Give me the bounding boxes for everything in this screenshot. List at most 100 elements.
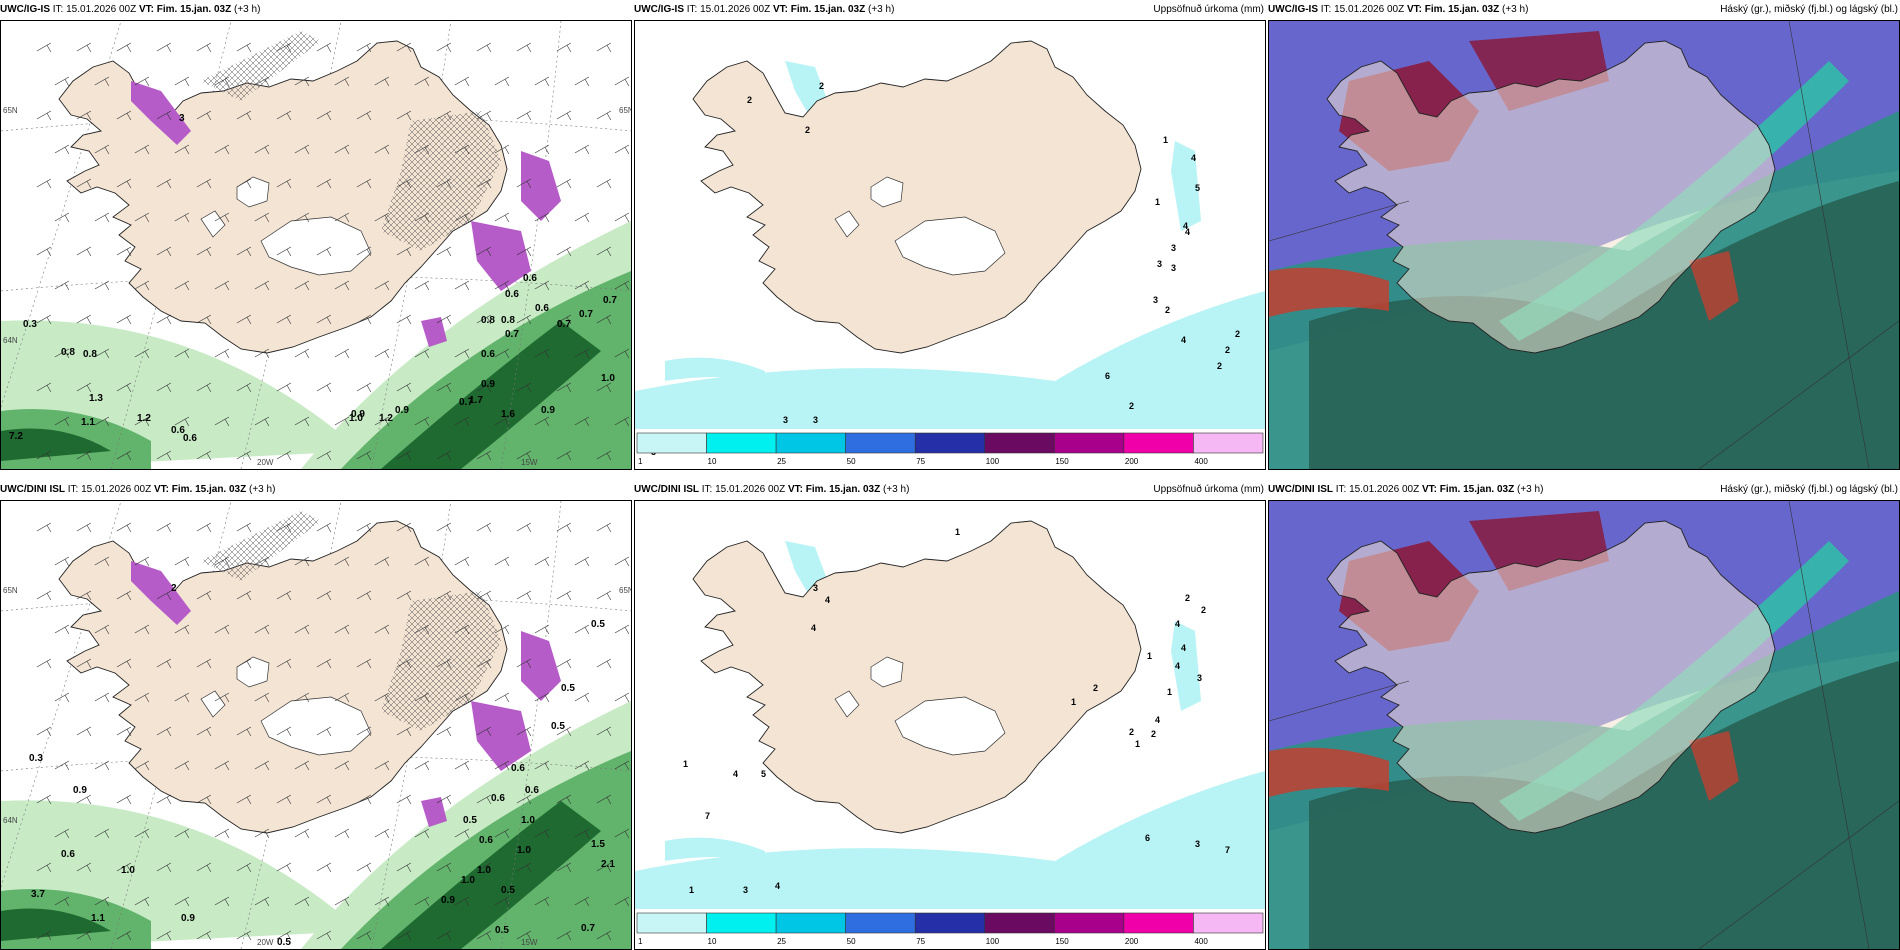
wind-barb	[36, 930, 52, 941]
wind-barb	[494, 760, 510, 771]
precip-value-label: 1	[955, 527, 960, 537]
precip-value-label: 1.1	[91, 913, 105, 924]
hatched-area	[381, 111, 501, 251]
wind-barb	[254, 556, 270, 567]
wind-barb	[454, 624, 470, 635]
wind-barb	[516, 590, 532, 601]
cloud-low-patch	[1689, 251, 1739, 321]
wind-barb	[356, 42, 372, 53]
map-cloud[interactable]	[1268, 20, 1900, 470]
precip-value-label: 2	[805, 125, 810, 135]
wind-barb	[294, 280, 310, 291]
wind-barb	[414, 348, 430, 359]
wind-barb	[94, 896, 110, 907]
lon-label: 15W	[521, 938, 538, 947]
glacier	[894, 216, 1006, 276]
wind-barb	[476, 42, 492, 53]
precip-value-label: 5	[761, 769, 766, 779]
wind-barb	[276, 590, 292, 601]
wind-barb	[236, 110, 252, 121]
precip-value-label: 3	[1171, 263, 1176, 273]
precip-value-label: 5	[1195, 183, 1200, 193]
wind-barb	[156, 246, 172, 257]
wind-barb	[334, 416, 350, 427]
colorbar-swatch	[845, 432, 916, 454]
lat-label: 65N	[3, 106, 18, 115]
wind-barb	[236, 930, 252, 941]
wind-barb	[134, 692, 150, 703]
wind-barb	[254, 144, 270, 155]
wind-barb	[174, 280, 190, 291]
wind-barb	[36, 382, 52, 393]
wind-barb	[556, 590, 572, 601]
wind-barb	[76, 522, 92, 533]
wind-barb	[316, 246, 332, 257]
wind-barb	[534, 692, 550, 703]
wind-barb	[614, 76, 630, 87]
wind-barb	[476, 930, 492, 941]
map-wind[interactable]: 65N65N64N20W15W30.60.60.80.80.60.70.70.7…	[0, 20, 632, 470]
precip-value-label: 7	[705, 811, 710, 821]
iceland-outline	[1326, 40, 1776, 354]
wind-barb	[156, 522, 172, 533]
precip-value-label: 0.7	[459, 397, 473, 408]
precip-value-label: 2	[1217, 361, 1222, 371]
wind-barb	[214, 896, 230, 907]
wind-barb	[254, 280, 270, 291]
wind-barb	[614, 828, 630, 839]
wind-barb	[134, 760, 150, 771]
wind-barb	[54, 76, 70, 87]
wind-barb	[276, 42, 292, 53]
precip-value-label: 2	[1129, 401, 1134, 411]
wind-barb	[174, 828, 190, 839]
wind-barb	[236, 862, 252, 873]
wind-barb	[574, 416, 590, 427]
wind-barb	[476, 178, 492, 189]
wind-barb	[156, 794, 172, 805]
wind-barb	[214, 212, 230, 223]
precip-value-label: 3	[1157, 259, 1162, 269]
precip-value-label: 7	[1225, 845, 1230, 855]
wind-barb	[414, 416, 430, 427]
wind-barb	[476, 450, 492, 461]
field-name: Uppsöfnuð úrkoma (mm)	[1153, 484, 1264, 495]
valid-time: VT: Fim. 15.jan. 03Z	[1421, 484, 1515, 495]
colorbar-tick-label: 75	[916, 937, 925, 946]
precip-value-label: 0.9	[73, 785, 87, 796]
wind-barb	[294, 348, 310, 359]
precip-value-label: 1	[683, 759, 688, 769]
panel-cloud-dini: UWC/DINI ISL IT: 15.01.2026 00Z VT: Fim.…	[1268, 480, 1900, 950]
map-precip[interactable]: 1 3 4 4 2 2 4 4 1 4 3 1 4 2 1 2 2 1 1 4 5 7 6 3 7 3 4 1 1 10 25 50 75 100…	[634, 500, 1266, 950]
precip-value-label: 1.2	[137, 413, 151, 424]
wind-barb	[236, 726, 252, 737]
wind-barb	[454, 416, 470, 427]
wind-barb	[556, 658, 572, 669]
precip-value-label: 1	[1147, 651, 1152, 661]
wind-barb	[76, 246, 92, 257]
wind-barb	[116, 246, 132, 257]
wind-barb	[254, 212, 270, 223]
wind-barb	[236, 658, 252, 669]
glacier	[834, 690, 860, 718]
wind-barb	[436, 450, 452, 461]
field-name: Uppsöfnuð úrkoma (mm)	[1153, 4, 1264, 15]
wind-barb	[374, 280, 390, 291]
wind-barb	[156, 314, 172, 325]
panel-precip-igis: UWC/IG-IS IT: 15.01.2026 00Z VT: Fim. 15…	[634, 0, 1266, 470]
wind-barb	[236, 794, 252, 805]
wind-barb	[614, 556, 630, 567]
wind-barb	[396, 382, 412, 393]
map-precip[interactable]: 2221145433433242226236331102550751001502…	[634, 20, 1266, 470]
init-time: IT: 15.01.2026 00Z	[1335, 484, 1420, 495]
map-wind[interactable]: 65N65N64N20W15W20.50.50.50.60.60.51.01.0…	[0, 500, 632, 950]
wind-barb	[414, 76, 430, 87]
wind-barb	[614, 896, 630, 907]
wind-barb	[556, 794, 572, 805]
grid-line	[1269, 501, 1899, 949]
wind-barb	[76, 110, 92, 121]
precip-value-label: 1	[1071, 697, 1076, 707]
map-cloud[interactable]	[1268, 500, 1900, 950]
wind-barb	[614, 212, 630, 223]
wind-barb	[556, 726, 572, 737]
field-name: Háský (gr.), miðský (fj.bl.) og lágský (…	[1720, 4, 1898, 15]
